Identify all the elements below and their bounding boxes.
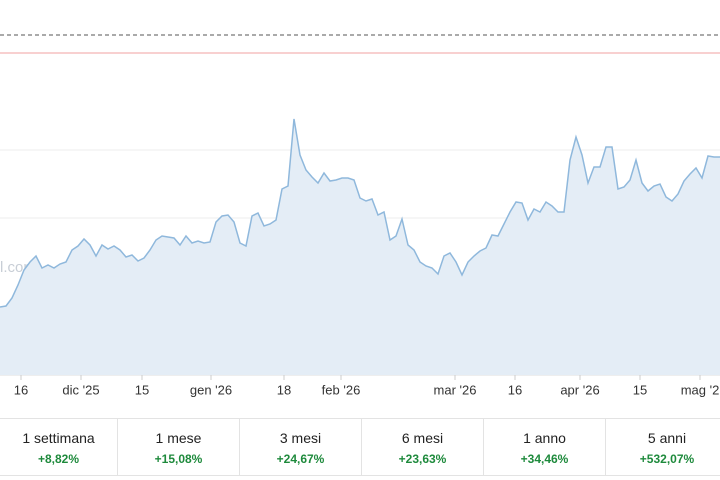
x-tick-label: 15 [633, 382, 647, 397]
area-fill [0, 119, 720, 375]
period-label: 6 mesi [401, 430, 444, 446]
period-label: 1 anno [523, 430, 566, 446]
period-label: 1 settimana [22, 430, 95, 446]
x-tick-label: 15 [135, 382, 149, 397]
chart: l.com 16 dic '25 15 gen '26 18 feb '26 mar '26… [0, 34, 720, 397]
x-tick-label: gen '26 [190, 382, 232, 397]
period-change: +34,46% [520, 452, 569, 466]
x-tick-label: apr '26 [560, 382, 599, 397]
x-tick-label: 18 [277, 382, 291, 397]
period-button[interactable]: 1 anno +34,46% [484, 419, 606, 475]
period-change: +15,08% [154, 452, 203, 466]
period-label: 5 anni [647, 430, 687, 446]
x-tick-label: 16 [14, 382, 28, 397]
period-button[interactable]: 5 anni +532,07% [606, 419, 720, 475]
period-bar: 1 settimana +8,82% 1 mese +15,08% 3 mesi +24,… [0, 418, 720, 476]
x-tick-label: dic '25 [62, 382, 99, 397]
period-change: +23,63% [398, 452, 447, 466]
x-tick-label: feb '26 [322, 382, 361, 397]
x-tick-label: mag '2 [681, 382, 720, 397]
x-tick-label: 16 [508, 382, 522, 397]
period-button[interactable]: 1 settimana +8,82% [0, 419, 118, 475]
period-label: 1 mese [155, 430, 202, 446]
period-button[interactable]: 1 mese +15,08% [118, 419, 240, 475]
period-change: +24,67% [276, 452, 325, 466]
x-tick-label: mar '26 [434, 382, 477, 397]
price-line [0, 118, 720, 308]
period-change: +8,82% [37, 452, 80, 466]
period-label: 3 mesi [279, 430, 322, 446]
period-button[interactable]: 3 mesi +24,67% [240, 419, 362, 475]
period-button[interactable]: 6 mesi +23,63% [362, 419, 484, 475]
period-change: +532,07% [639, 452, 695, 466]
